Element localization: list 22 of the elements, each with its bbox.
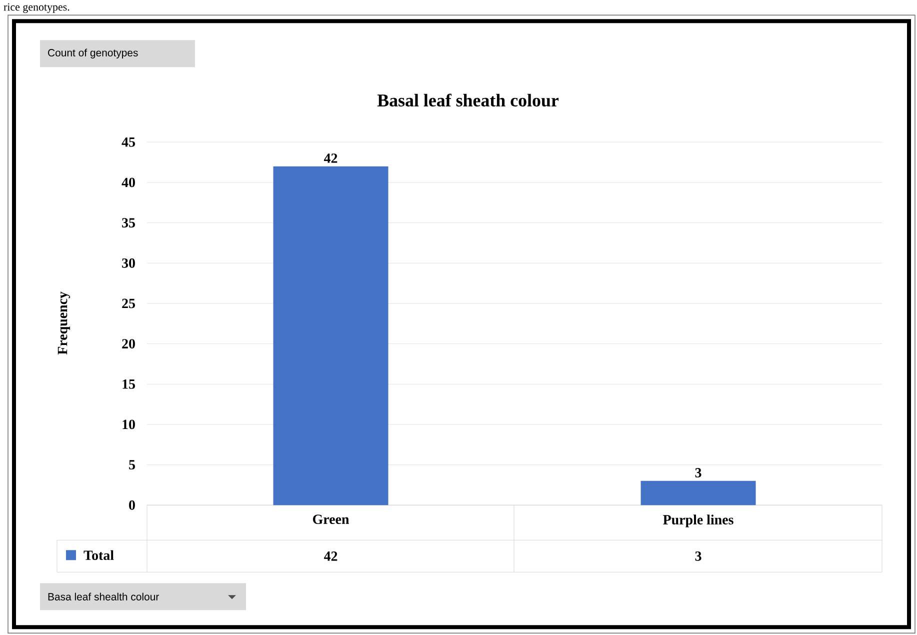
y-tick-label: 35	[122, 218, 135, 228]
x-tick-label: Purple lines	[663, 514, 734, 528]
y-tick-label: 45	[122, 137, 135, 147]
x-tick-label: Green	[312, 514, 350, 524]
y-axis-title: Frequency	[58, 292, 70, 354]
y-tick-label: 5	[129, 460, 135, 470]
text: 3	[695, 468, 702, 478]
data-label: 42	[324, 551, 338, 561]
legend-label: Total	[84, 550, 114, 560]
text: 42	[324, 154, 338, 163]
text: Count of genotypes	[48, 48, 138, 58]
data-label: 3	[695, 551, 702, 561]
y-tick-label: 25	[122, 298, 135, 308]
y-tick-label: 0	[129, 500, 135, 510]
text: Basa leaf shealth colour	[48, 592, 159, 600]
y-tick-label: 20	[122, 339, 135, 348]
text: rice genotypes.	[4, 3, 70, 13]
y-tick-label: 40	[122, 178, 135, 188]
y-tick-label: 30	[122, 258, 135, 268]
y-tick-label: 15	[122, 379, 135, 389]
chart-title: Basal leaf sheath colour	[377, 94, 559, 106]
y-tick-label: 10	[122, 420, 135, 430]
